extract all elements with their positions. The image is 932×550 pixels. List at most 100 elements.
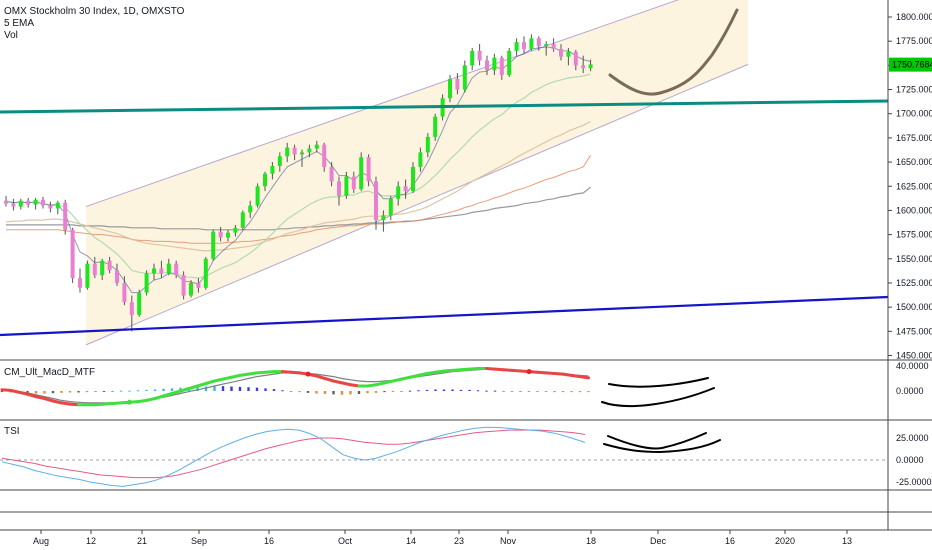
candle: [255, 183, 260, 208]
candle-body: [344, 176, 349, 196]
trend-channel-lower-line[interactable]: [85, 63, 749, 346]
candle-body: [115, 270, 119, 283]
candle: [129, 295, 134, 332]
candle: [11, 198, 16, 211]
candle: [26, 197, 31, 208]
candle-body: [448, 78, 452, 99]
macd-histogram-bar: [128, 390, 131, 392]
candle: [292, 144, 297, 161]
macd-pane[interactable]: [0, 367, 590, 407]
candle: [337, 176, 341, 206]
candle-body: [292, 147, 297, 155]
macd-histogram-bar: [281, 390, 284, 392]
macd-histogram-bar: [136, 390, 140, 392]
candle: [277, 152, 282, 172]
candle-body: [477, 50, 482, 61]
candle-body: [181, 275, 186, 296]
candle-body: [522, 42, 526, 49]
macd-histogram-bar: [349, 391, 352, 395]
candle: [329, 162, 334, 187]
macd-histogram-bar: [587, 391, 590, 393]
trend-channel-upper-line[interactable]: [85, 0, 748, 208]
macd-hand-drawing-lower[interactable]: [601, 387, 715, 408]
candle-body: [240, 212, 245, 228]
macd-histogram-bar: [442, 389, 446, 391]
candle: [33, 197, 38, 210]
candle: [122, 276, 127, 306]
tsi-signal-line: [1, 429, 586, 479]
macd-histogram-bar: [578, 391, 582, 393]
last-price-tag: 1750.7684: [889, 57, 932, 72]
candle-body: [159, 268, 164, 274]
tsi-hand-drawing-upper[interactable]: [607, 432, 707, 450]
horizontal-trend-line-blue[interactable]: [0, 295, 889, 337]
macd-histogram-bar: [340, 391, 344, 395]
candle: [359, 152, 364, 192]
macd-histogram-bar: [162, 388, 165, 391]
candle-body: [174, 263, 179, 276]
macd-histogram-bar: [51, 391, 55, 394]
tsi-hand-drawing-lower[interactable]: [603, 439, 721, 454]
price-pane[interactable]: [0, 0, 889, 346]
tsi-pane[interactable]: [0, 426, 888, 487]
candle: [388, 195, 393, 221]
candle: [507, 47, 512, 77]
macd-histogram-bar: [196, 386, 199, 391]
candle: [196, 278, 201, 293]
macd-histogram-bar: [170, 388, 174, 391]
candle-body: [48, 205, 53, 209]
time-axis-tick-label: 12: [86, 536, 96, 546]
time-axis-tick-label: Dec: [650, 536, 667, 546]
time-axis[interactable]: Aug 12 21 Sep 16 Oct 14 23 Nov 18 Dec 16 2020 13: [33, 530, 852, 546]
candle: [344, 171, 349, 199]
candle-body: [92, 263, 97, 276]
candle-body: [129, 302, 134, 315]
horizontal-trend-line-teal[interactable]: [0, 99, 889, 114]
macd-histogram-bar: [102, 391, 106, 392]
candle-body: [4, 200, 8, 204]
macd-histogram-bar: [272, 389, 276, 391]
candle-body: [573, 51, 578, 66]
candle: [92, 256, 97, 279]
time-axis-tick-label: Aug: [33, 536, 49, 546]
candle: [566, 47, 571, 66]
candle-body: [359, 157, 364, 190]
time-axis-tick-label: 21: [137, 536, 147, 546]
time-axis-tick-label: Oct: [338, 536, 353, 546]
candle-body: [566, 51, 571, 57]
macd-histogram-bar: [391, 391, 395, 392]
candle: [307, 144, 312, 158]
candle-body: [314, 144, 319, 149]
candle: [529, 34, 534, 51]
projection-drawing[interactable]: [608, 8, 739, 96]
time-axis-tick-label: Sep: [191, 536, 207, 546]
candle: [63, 199, 68, 235]
candle: [581, 55, 586, 74]
macd-histogram-bar: [485, 390, 488, 392]
ema-50-line: [5, 120, 591, 252]
macd-cross-dot: [305, 371, 311, 377]
macd-histogram-bar: [434, 389, 437, 391]
macd-histogram-bar: [536, 391, 539, 392]
macd-cross-dot: [127, 399, 132, 405]
candle: [203, 256, 208, 290]
candlestick-series: [4, 34, 593, 332]
candle: [41, 196, 45, 209]
candle: [189, 280, 193, 298]
price-axis-tick-label: 1500.0000: [896, 302, 932, 312]
macd-histogram-bar: [553, 391, 556, 393]
candle: [285, 142, 290, 163]
candle: [263, 171, 267, 192]
candle-body: [381, 215, 386, 221]
macd-hand-drawing-upper[interactable]: [608, 377, 709, 388]
chart-title: OMX Stockholm 30 Index, 1D, OMXSTO: [4, 6, 185, 17]
candle: [4, 195, 8, 207]
candle: [300, 149, 304, 167]
candle: [115, 263, 119, 286]
candle: [573, 49, 578, 71]
macd-histogram-bar: [502, 391, 505, 392]
macd-axis-tick-label: 40.0000: [896, 361, 929, 371]
candle-body: [307, 148, 312, 153]
candle: [144, 270, 149, 296]
candle-body: [418, 152, 423, 167]
